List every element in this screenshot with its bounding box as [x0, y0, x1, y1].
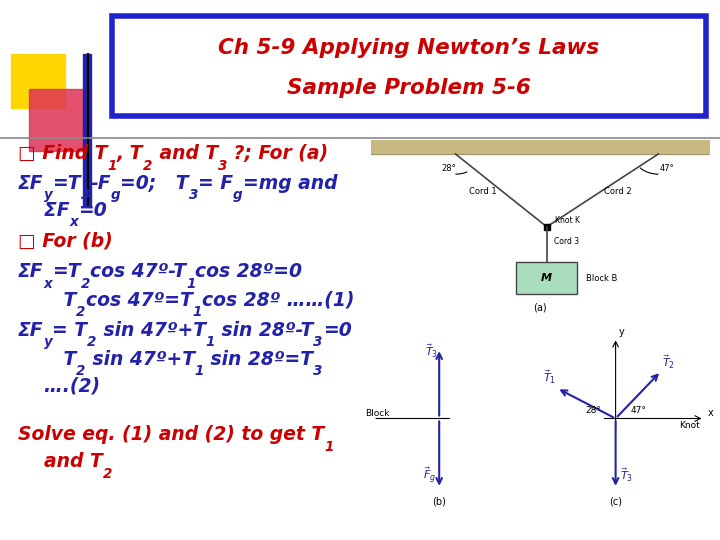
Text: y: y — [43, 188, 53, 202]
Text: T: T — [18, 349, 76, 369]
Text: x: x — [707, 408, 713, 418]
Text: sin 47º+T: sin 47º+T — [86, 349, 194, 369]
Text: $\vec{T}_2$: $\vec{T}_2$ — [662, 353, 675, 371]
Text: 3: 3 — [189, 188, 198, 202]
Text: , T: , T — [117, 144, 143, 164]
Text: Cord 2: Cord 2 — [604, 187, 631, 197]
Text: sin 47º+T: sin 47º+T — [96, 321, 206, 340]
Text: =0;   T: =0; T — [120, 174, 189, 193]
Text: -F: -F — [90, 174, 111, 193]
Text: 1: 1 — [186, 276, 196, 291]
Text: Block: Block — [365, 409, 390, 418]
Text: =mg and: =mg and — [243, 174, 337, 193]
Text: Knot K: Knot K — [555, 216, 580, 225]
Text: cos 47º-T: cos 47º-T — [90, 262, 186, 281]
Text: x: x — [43, 276, 53, 291]
Text: g: g — [233, 188, 243, 202]
Text: 2: 2 — [76, 305, 86, 319]
Text: y: y — [43, 335, 53, 349]
Text: ….(2): ….(2) — [18, 376, 100, 396]
FancyBboxPatch shape — [112, 16, 706, 116]
Text: 28°: 28° — [441, 165, 456, 173]
Text: 1: 1 — [192, 305, 202, 319]
Text: and T: and T — [18, 452, 103, 471]
Text: = T: = T — [53, 321, 87, 340]
Text: (a): (a) — [534, 302, 546, 313]
Text: Cord 1: Cord 1 — [469, 187, 496, 197]
Text: Cord 3: Cord 3 — [554, 238, 579, 246]
Text: 1: 1 — [324, 440, 333, 454]
Text: 47°: 47° — [631, 406, 647, 415]
Text: 3: 3 — [313, 335, 323, 349]
Text: Knot: Knot — [680, 421, 701, 430]
Text: Block B: Block B — [585, 274, 617, 282]
Text: $\vec{T}_3$: $\vec{T}_3$ — [425, 343, 438, 360]
Text: cos 28º ……(1): cos 28º ……(1) — [202, 291, 354, 310]
Text: $\vec{F}_g$: $\vec{F}_g$ — [423, 466, 436, 487]
Text: Ch 5-9 Applying Newton’s Laws: Ch 5-9 Applying Newton’s Laws — [218, 38, 599, 58]
Text: y: y — [618, 327, 624, 337]
Text: sin 28º=T: sin 28º=T — [204, 349, 313, 369]
Text: ΣF: ΣF — [18, 174, 43, 193]
Text: $\vec{T}_3$: $\vec{T}_3$ — [620, 467, 633, 484]
Text: cos 47º=T: cos 47º=T — [86, 291, 192, 310]
Text: cos 28º=0: cos 28º=0 — [196, 262, 302, 281]
Text: ΣF: ΣF — [18, 201, 70, 220]
Text: 1: 1 — [107, 159, 117, 173]
Text: =0: =0 — [78, 201, 107, 220]
Text: x: x — [70, 215, 78, 230]
Text: 2: 2 — [103, 467, 112, 481]
Text: =0: =0 — [323, 321, 351, 340]
Text: 3: 3 — [217, 159, 227, 173]
Text: ΣF: ΣF — [18, 262, 43, 281]
Text: (c): (c) — [609, 497, 622, 507]
Text: 1: 1 — [194, 364, 204, 378]
Text: = F: = F — [198, 174, 233, 193]
Text: M: M — [541, 273, 552, 283]
Text: and T: and T — [153, 144, 217, 164]
Text: ΣF: ΣF — [18, 321, 43, 340]
Text: 3: 3 — [313, 364, 323, 378]
Text: g: g — [111, 188, 120, 202]
Text: T: T — [18, 291, 76, 310]
Text: (b): (b) — [432, 497, 446, 507]
Text: Solve eq. (1) and (2) to get T: Solve eq. (1) and (2) to get T — [18, 425, 324, 444]
Text: 2: 2 — [143, 159, 153, 173]
Text: 3: 3 — [81, 188, 90, 202]
Text: 2: 2 — [81, 276, 90, 291]
Text: 47°: 47° — [660, 165, 674, 173]
Text: 2: 2 — [87, 335, 96, 349]
Text: Sample Problem 5-6: Sample Problem 5-6 — [287, 78, 531, 98]
Bar — [29, 89, 90, 151]
Text: 28°: 28° — [585, 406, 601, 415]
Text: 2: 2 — [76, 364, 86, 378]
Text: sin 28º-T: sin 28º-T — [215, 321, 313, 340]
Text: ?; For (a): ?; For (a) — [227, 144, 328, 164]
Text: 1: 1 — [206, 335, 215, 349]
Bar — [516, 262, 577, 294]
Text: □ Find T: □ Find T — [18, 144, 107, 164]
Text: $\vec{T}_1$: $\vec{T}_1$ — [543, 369, 556, 387]
Text: □ For (b): □ For (b) — [18, 232, 113, 251]
Text: =T: =T — [53, 174, 81, 193]
Bar — [11, 54, 65, 108]
Bar — [83, 54, 91, 205]
Text: =T: =T — [53, 262, 81, 281]
